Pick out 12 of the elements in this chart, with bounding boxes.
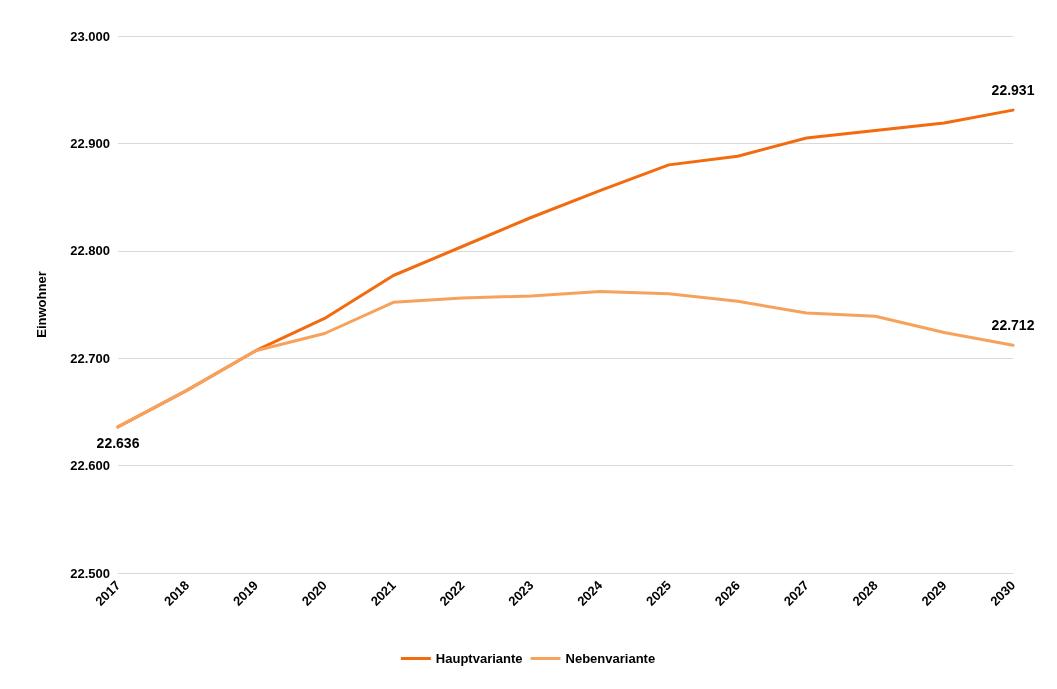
data-label: 22.712 xyxy=(991,317,1035,334)
legend-label: Hauptvariante xyxy=(435,651,523,666)
y-tick-label: 22.600 xyxy=(70,458,110,474)
data-label: 22.931 xyxy=(991,82,1035,99)
y-tick-label: 22.800 xyxy=(70,243,110,259)
y-tick-label: 22.900 xyxy=(70,135,110,151)
y-axis-title: Einwohner xyxy=(34,271,49,338)
y-tick-label: 22.500 xyxy=(70,565,110,581)
legend-label: Nebenvariante xyxy=(565,651,656,666)
y-tick-label: 23.000 xyxy=(70,28,110,44)
data-label: 22.636 xyxy=(96,434,140,451)
y-tick-label: 22.700 xyxy=(70,350,110,366)
